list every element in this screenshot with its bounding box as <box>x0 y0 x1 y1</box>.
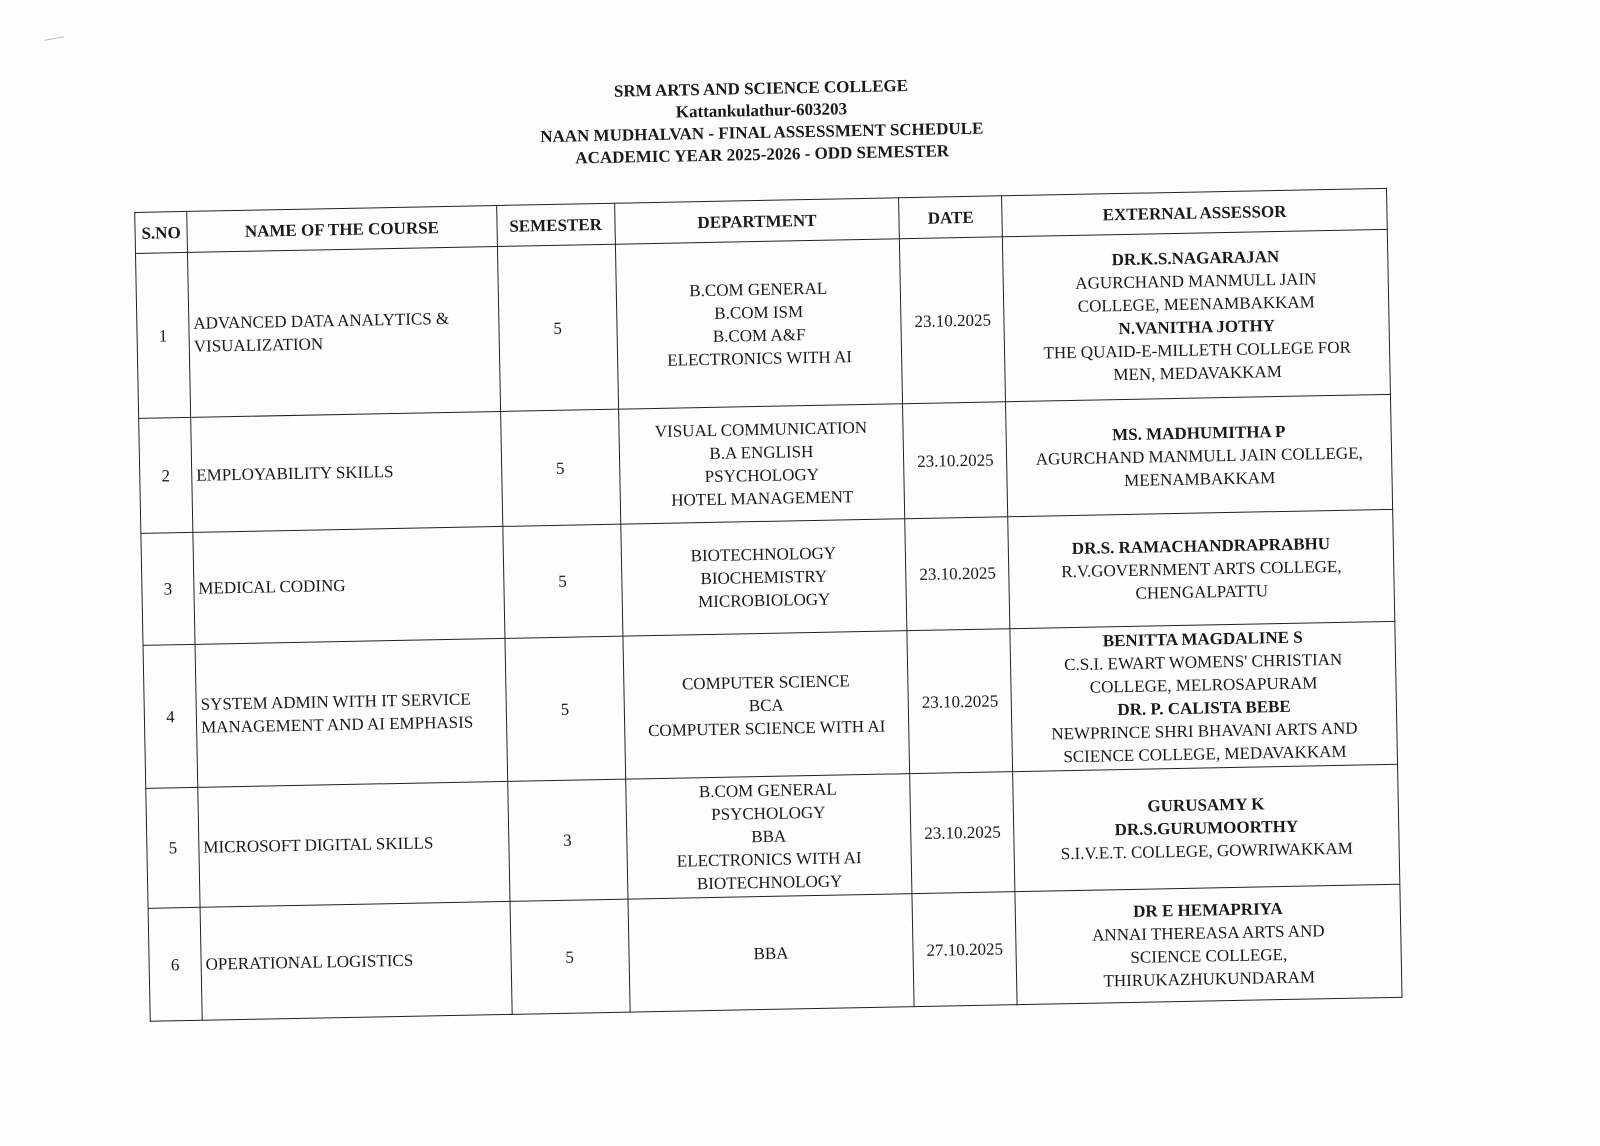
semester-cell: 5 <box>509 899 630 1015</box>
course-cell: SYSTEM ADMIN WITH IT SERVICE MANAGEMENT … <box>194 638 508 788</box>
course-cell: EMPLOYABILITY SKILLS <box>190 411 503 533</box>
department-name: BBA <box>753 943 789 963</box>
col-date: DATE <box>898 195 1003 239</box>
table-row: 6 OPERATIONAL LOGISTICS 5 BBA 27.10.2025 DR E… <box>148 884 1403 1022</box>
col-semester: SEMESTER <box>496 203 616 247</box>
table-row: 1 ADVANCED DATA ANALYTICS & VISUALIZATION… <box>135 229 1391 419</box>
sno-cell: 6 <box>148 907 203 1022</box>
date-cell: 23.10.2025 <box>899 236 1006 404</box>
semester-cell: 3 <box>507 779 628 902</box>
table-row: 5 MICROSOFT DIGITAL SKILLS 3 B.COM GENERAL P… <box>145 764 1400 909</box>
date-cell: 23.10.2025 <box>902 401 1008 519</box>
col-course: NAME OF THE COURSE <box>186 205 498 253</box>
department-cell: VISUAL COMMUNICATION B.A ENGLISH PSYCHOLOG… <box>618 403 906 525</box>
department-name: MICROBIOLOGY <box>697 589 831 612</box>
table-row: 4 SYSTEM ADMIN WITH IT SERVICE MANAGEMENT… <box>143 621 1398 789</box>
semester-cell: 5 <box>502 524 623 639</box>
department-cell: BIOTECHNOLOGY BIOCHEMISTRY MICROBIOLOGY <box>620 518 908 637</box>
schedule-table: S.NO NAME OF THE COURSE SEMESTER DEPARTM… <box>134 188 1403 1022</box>
department-name: HOTEL MANAGEMENT <box>671 487 854 510</box>
department-name: COMPUTER SCIENCE WITH AI <box>647 716 886 740</box>
semester-cell: 5 <box>500 409 621 527</box>
sno-cell: 2 <box>138 417 193 534</box>
department-name: ELECTRONICS WITH AI <box>667 347 853 370</box>
date-cell: 23.10.2025 <box>909 771 1016 894</box>
date-cell: 23.10.2025 <box>905 516 1011 631</box>
course-cell: MEDICAL CODING <box>192 526 505 645</box>
assessor-cell: BENITTA MAGDALINE S C.S.I. EWART WOMENS' … <box>1010 621 1398 772</box>
assessor-cell: MS. MADHUMITHA P AGURCHAND MANMULL JAIN C… <box>1005 394 1393 517</box>
sno-cell: 3 <box>140 532 195 646</box>
course-cell: OPERATIONAL LOGISTICS <box>200 901 512 1021</box>
department-name: BIOTECHNOLOGY <box>696 871 843 894</box>
col-department: DEPARTMENT <box>614 197 900 245</box>
department-cell: BBA <box>627 893 915 1013</box>
semester-cell: 5 <box>497 244 619 412</box>
semester-cell: 5 <box>504 636 626 782</box>
col-sno: S.NO <box>134 211 188 254</box>
date-cell: 27.10.2025 <box>912 891 1018 1007</box>
assessor-cell: DR.S. RAMACHANDRAPRABHU R.V.GOVERNMENT AR… <box>1007 509 1395 629</box>
course-cell: ADVANCED DATA ANALYTICS & VISUALIZATION <box>187 246 501 418</box>
document-heading: SRM ARTS AND SCIENCE COLLEGE Kattankulat… <box>0 63 1532 181</box>
assessor-cell: DR.K.S.NAGARAJAN AGURCHAND MANMULL JAIN CO… <box>1002 229 1391 402</box>
course-cell: MICROSOFT DIGITAL SKILLS <box>197 781 510 908</box>
assessor-cell: DR E HEMAPRIYA ANNAI THEREASA ARTS AND SCI… <box>1015 884 1403 1005</box>
department-cell: B.COM GENERAL B.COM ISM B.COM A&F ELECTRONI… <box>615 238 903 410</box>
sno-cell: 5 <box>145 787 201 909</box>
department-cell: B.COM GENERAL PSYCHOLOGY BBA ELECTRONICS WI… <box>625 773 913 900</box>
sno-cell: 4 <box>143 644 198 789</box>
assessor-cell: GURUSAMY K DR.S.GURUMOORTHY S.I.V.E.T. COL… <box>1012 764 1400 892</box>
sno-cell: 1 <box>135 252 191 419</box>
department-cell: COMPUTER SCIENCE BCA COMPUTER SCIENCE WITH… <box>622 630 910 780</box>
date-cell: 23.10.2025 <box>907 628 1013 774</box>
